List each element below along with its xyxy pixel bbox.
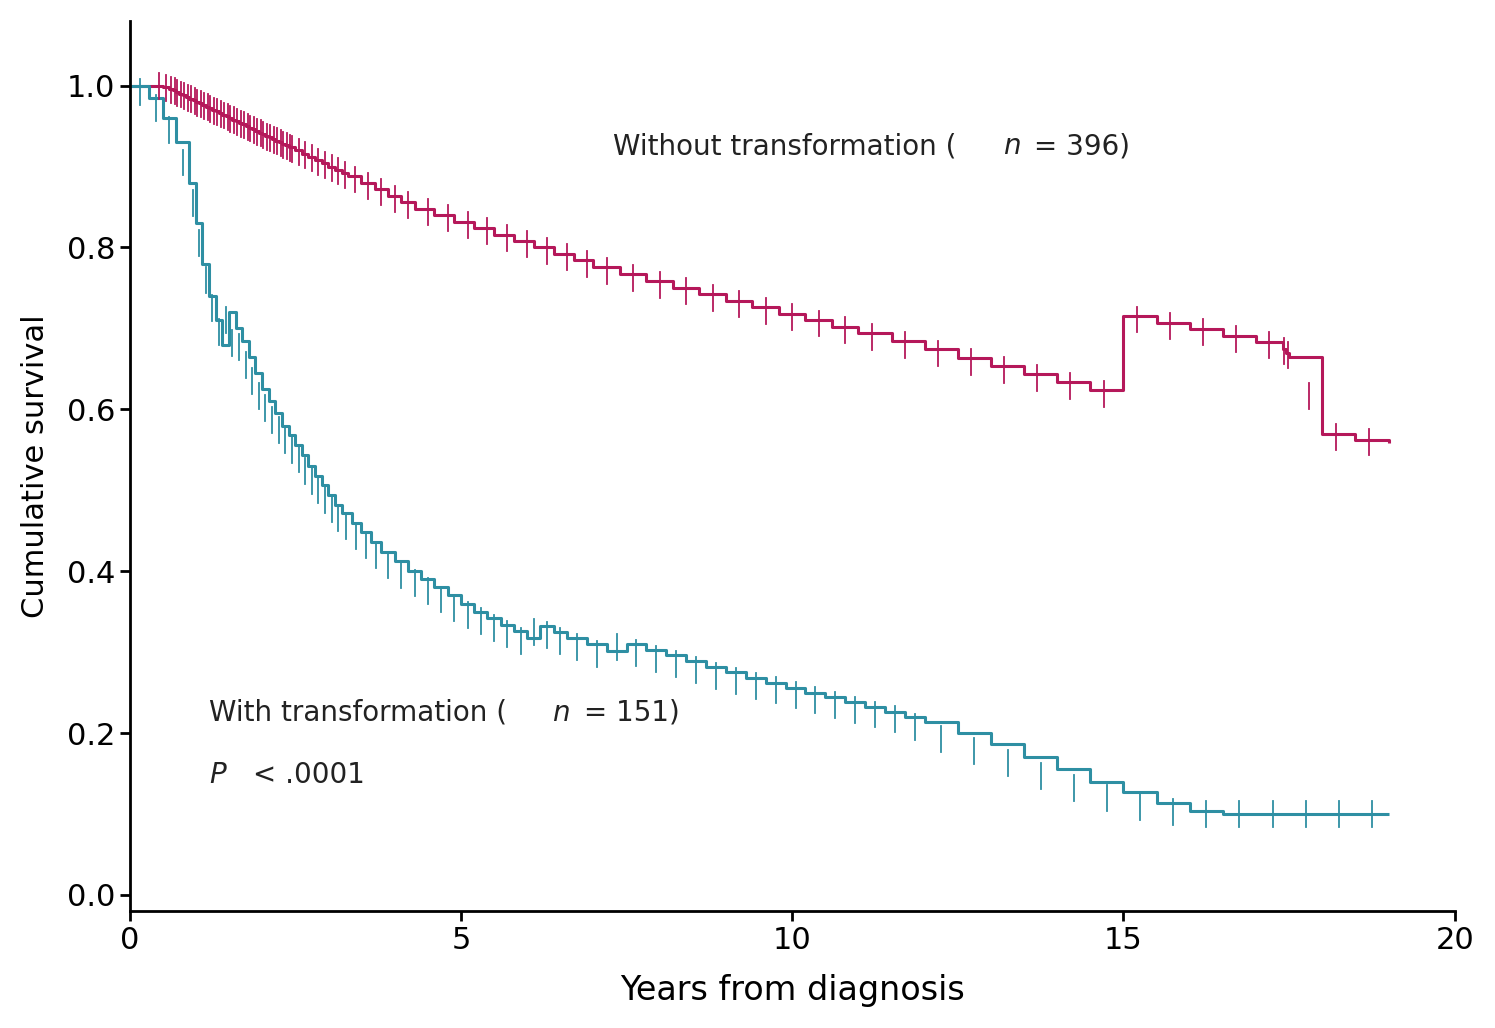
Text: With transformation (: With transformation ( xyxy=(209,699,507,727)
Text: = 396): = 396) xyxy=(1026,133,1130,160)
Text: P: P xyxy=(209,761,226,790)
X-axis label: Years from diagnosis: Years from diagnosis xyxy=(620,975,964,1007)
Y-axis label: Cumulative survival: Cumulative survival xyxy=(21,315,49,618)
Text: n: n xyxy=(1003,133,1021,160)
Text: Without transformation (: Without transformation ( xyxy=(613,133,957,160)
Text: n: n xyxy=(552,699,570,727)
Text: = 151): = 151) xyxy=(576,699,680,727)
Text: < .0001: < .0001 xyxy=(244,761,365,790)
